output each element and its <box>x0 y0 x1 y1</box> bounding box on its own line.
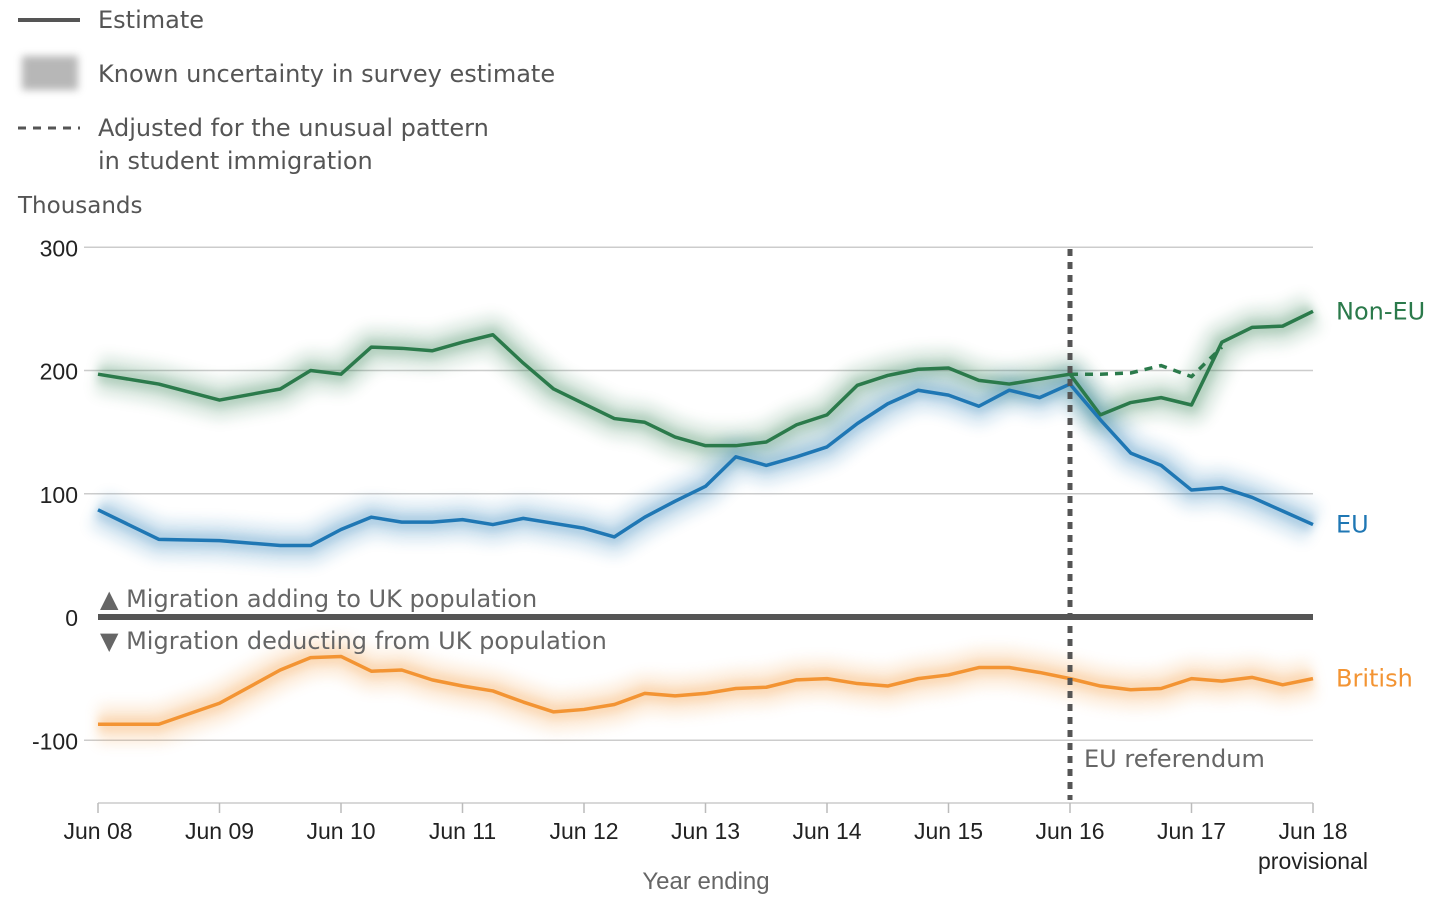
legend-estimate-label: Estimate <box>98 6 204 34</box>
x-tick-label: Jun 16 <box>1035 818 1104 844</box>
non-eu-adjusted-line <box>1070 345 1224 379</box>
x-tick-label: Jun 11 <box>429 818 496 844</box>
y-tick-label: 200 <box>40 359 78 385</box>
x-tick-label: Jun 12 <box>549 818 618 844</box>
eu-series-label: EU <box>1336 511 1369 539</box>
y-tick-label: 100 <box>40 482 78 508</box>
y-tick-label: 300 <box>40 235 78 261</box>
x-tick-label: Jun 09 <box>185 818 254 844</box>
x-tick-sublabel: provisional <box>1258 848 1368 874</box>
legend-adjusted-label-2: in student immigration <box>98 147 373 175</box>
legend-uncertainty-label: Known uncertainty in survey estimate <box>98 60 555 88</box>
british-line <box>98 654 1314 726</box>
x-tick-label: Jun 14 <box>792 818 861 844</box>
x-tick-label: Jun 17 <box>1157 818 1226 844</box>
x-tick-label: Jun 18 <box>1278 818 1347 844</box>
x-axis-title: Year ending <box>642 868 769 895</box>
legend-adjusted-label-1: Adjusted for the unusual pattern <box>98 114 489 142</box>
x-tick-label: Jun 10 <box>306 818 375 844</box>
annotation-deducting: ▼ Migration deducting from UK population <box>100 627 607 655</box>
non-eu-series-label: Non-EU <box>1336 297 1425 325</box>
x-tick-label: Jun 08 <box>63 818 132 844</box>
y-tick-label: 0 <box>65 605 78 631</box>
non-eu-line <box>97 309 1314 448</box>
british-series-label: British <box>1336 665 1413 693</box>
annotation-adding: ▲ Migration adding to UK population <box>100 585 537 613</box>
y-tick-label: -100 <box>32 728 78 754</box>
x-tick-label: Jun 13 <box>671 818 740 844</box>
annotation-referendum: EU referendum <box>1084 745 1265 773</box>
x-tick-label: Jun 15 <box>914 818 983 844</box>
legend-uncertainty-swatch <box>22 56 78 90</box>
y-axis-title: Thousands <box>17 193 143 219</box>
eu-line <box>97 382 1314 548</box>
